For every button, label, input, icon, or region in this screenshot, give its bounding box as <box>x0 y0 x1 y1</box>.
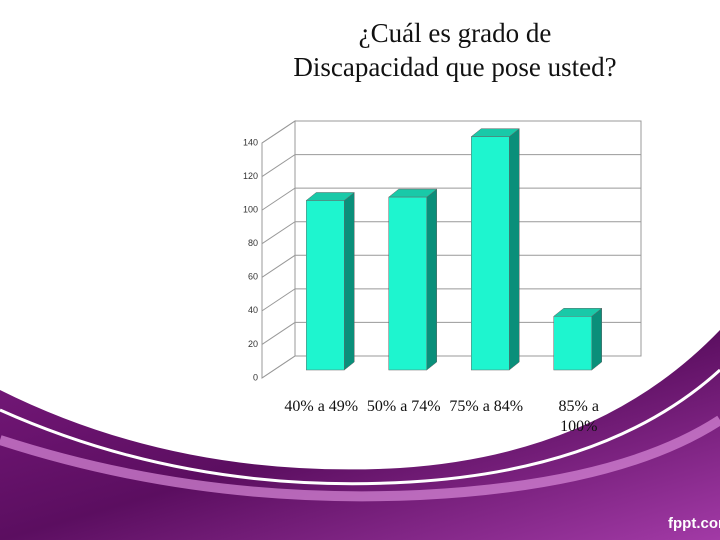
grid-line <box>261 321 641 345</box>
y-tick-label: 140 <box>243 137 258 147</box>
swoosh <box>0 330 720 540</box>
bar-side <box>509 128 520 371</box>
grid-line <box>261 154 641 177</box>
x-tick-label: 85% a 100% <box>559 398 599 435</box>
y-tick-label: 120 <box>243 171 258 181</box>
bar <box>306 200 345 371</box>
swoosh-highlight <box>0 415 720 502</box>
grid-line <box>261 355 641 379</box>
y-tick-label: 100 <box>243 205 258 215</box>
bar-side <box>426 188 437 371</box>
grid-line <box>261 120 641 144</box>
y-tick-label: 20 <box>248 339 258 349</box>
bar <box>388 196 427 371</box>
bar-side <box>344 191 355 371</box>
bar-side <box>591 307 602 371</box>
grid-line <box>261 288 641 312</box>
y-tick-label: 80 <box>248 238 258 248</box>
grid-line <box>261 187 641 211</box>
plot-area: 0 20 40 60 80 100 120 140 40% a 49% 50% a 74% 75% … <box>243 120 642 435</box>
side-wall <box>261 120 296 379</box>
bar <box>553 316 592 371</box>
chart-title: ¿Cuál es grado de Discapacidad que pose … <box>293 18 617 82</box>
x-tick-label: 50% a 74% <box>367 398 441 415</box>
y-tick-label: 0 <box>253 372 258 382</box>
y-tick-label: 40 <box>248 305 258 315</box>
grid-line <box>261 221 641 245</box>
x-tick-label: 75% a 84% <box>449 398 523 415</box>
swoosh-line <box>0 368 720 486</box>
bar <box>471 136 510 371</box>
x-tick-label: 40% a 49% <box>284 398 358 415</box>
watermark: fppt.com <box>668 515 720 532</box>
grid-line <box>261 254 641 278</box>
y-tick-label: 60 <box>248 272 258 282</box>
